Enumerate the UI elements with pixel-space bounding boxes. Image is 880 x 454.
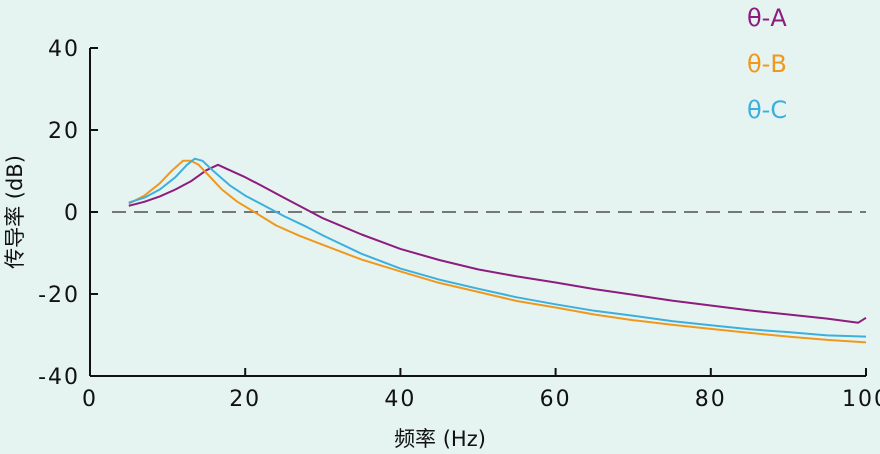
x-axis-label: 频率 (Hz)	[394, 427, 486, 451]
y-tick-label: -40	[38, 365, 80, 390]
series-line-1	[128, 163, 867, 324]
legend-entry-1: θ-A	[747, 4, 787, 32]
y-axis-label: 传导率 (dB)	[3, 155, 27, 269]
x-tick-label: 20	[229, 387, 261, 412]
y-tick-label: -20	[38, 283, 80, 308]
y-tick-label: 40	[48, 37, 80, 62]
x-ticks: 0 20 40 60 80 100	[82, 368, 880, 412]
y-ticks: 40 20 0 -20 -40	[38, 37, 98, 390]
x-tick-label: 60	[540, 387, 572, 412]
series-lines	[128, 157, 867, 344]
series-line-3	[128, 157, 867, 338]
x-tick-label: 80	[695, 387, 727, 412]
x-tick-label: 100	[842, 387, 880, 412]
x-tick-label: 0	[82, 387, 98, 412]
series-line-2	[128, 159, 867, 344]
legend: θ-A θ-B θ-C	[747, 4, 787, 124]
legend-entry-2: θ-B	[747, 50, 787, 78]
x-tick-label: 40	[384, 387, 416, 412]
y-tick-label: 20	[48, 119, 80, 144]
legend-entry-3: θ-C	[747, 96, 787, 124]
y-tick-label: 0	[64, 201, 80, 226]
